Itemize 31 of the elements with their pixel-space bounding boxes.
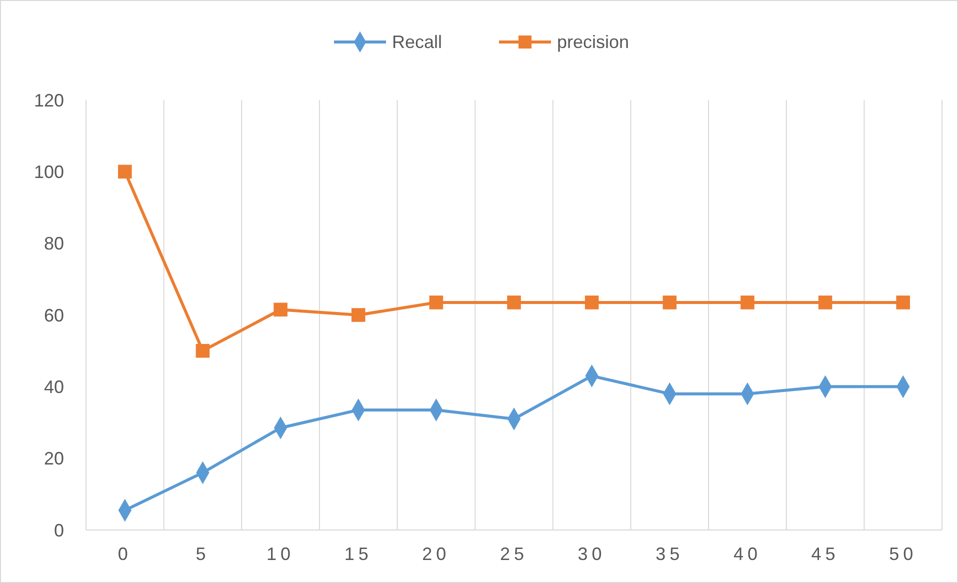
y-tick-label: 100 (34, 162, 64, 182)
point (351, 308, 366, 322)
x-tick-label: 25 (500, 544, 528, 564)
point (429, 296, 444, 310)
point (662, 296, 677, 310)
y-tick-label: 20 (44, 448, 64, 469)
y-tick-label: 0 (54, 520, 64, 540)
point (818, 296, 832, 310)
point (896, 296, 910, 310)
x-tick-label: 50 (889, 544, 918, 564)
point (507, 296, 521, 310)
x-tick-label: 45 (811, 544, 840, 564)
x-tick-label: 10 (266, 544, 295, 564)
x-tick-label: 5 (196, 544, 210, 564)
point (740, 296, 754, 310)
x-tick-label: 15 (344, 544, 372, 564)
y-tick-label: 40 (44, 376, 64, 397)
point (274, 302, 288, 317)
y-tick-label: 120 (34, 90, 64, 110)
point (584, 296, 599, 310)
point (118, 164, 132, 179)
legend-label: precision (557, 32, 630, 52)
x-tick-label: 30 (578, 544, 606, 564)
y-tick-label: 60 (44, 305, 64, 326)
x-tick-label: 35 (656, 544, 684, 564)
y-tick-label: 80 (44, 234, 64, 254)
x-tick-label: 20 (422, 544, 450, 564)
point (196, 344, 210, 358)
x-tick-label: 40 (733, 544, 762, 564)
legend-label: Recall (392, 32, 442, 52)
x-tick-label: 0 (118, 544, 132, 564)
